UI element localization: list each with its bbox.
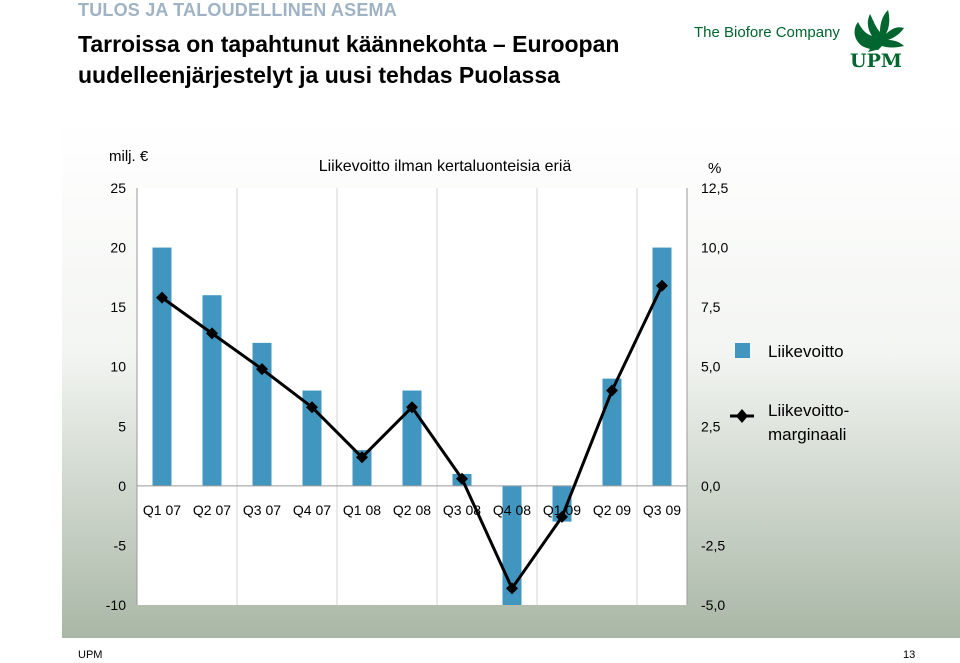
x-tick-label: Q4 08 (493, 502, 531, 518)
bar (552, 485, 572, 522)
legend-label-marginaali-2: marginaali (768, 425, 846, 444)
left-tick-label: 0 (118, 478, 126, 494)
footer-company: UPM (78, 649, 103, 661)
legend-label-marginaali-1: Liikevoitto- (768, 401, 849, 420)
legend-label-liikevoitto: Liikevoitto (768, 342, 844, 361)
bar (252, 342, 272, 486)
margin-point (506, 582, 518, 595)
margin-point (456, 472, 468, 485)
company-tagline: The Biofore Company (694, 24, 840, 41)
legend-bar-swatch (735, 343, 750, 358)
vertical-gridlines (236, 188, 638, 605)
right-tick-label: -5,0 (701, 597, 725, 613)
right-tick-label: 12,5 (701, 180, 728, 196)
slide-title-line-1: Tarroissa on tapahtunut käännekohta – Eu… (78, 31, 620, 57)
margin-point (156, 291, 168, 304)
margin-point (556, 510, 568, 523)
x-tick-label: Q3 07 (243, 502, 281, 518)
left-tick-label: 10 (110, 359, 126, 375)
x-tick-label: Q2 09 (593, 502, 631, 518)
bar (152, 247, 172, 486)
margin-point (356, 451, 368, 464)
bar-series (152, 247, 672, 605)
right-tick-label: 7,5 (701, 299, 721, 315)
left-tick-label: -5 (114, 537, 127, 553)
left-tick-label: 15 (110, 299, 126, 315)
left-tick-label: -10 (106, 597, 126, 613)
x-tick-label: Q3 08 (443, 502, 481, 518)
x-tick-label: Q2 07 (193, 502, 231, 518)
right-axis-unit: % (708, 160, 721, 177)
slide-title: Tarroissa on tapahtunut käännekohta – Eu… (78, 29, 619, 91)
bar (652, 247, 672, 486)
bar (302, 390, 322, 486)
margin-point (606, 384, 618, 397)
bar (352, 450, 372, 486)
axes (136, 188, 688, 605)
left-axis-ticks: 25 20 15 10 5 0 -5 -10 (106, 180, 126, 613)
x-tick-label: Q1 09 (543, 502, 581, 518)
x-tick-label: Q2 08 (393, 502, 431, 518)
x-tick-label: Q1 08 (343, 502, 381, 518)
margin-point (206, 327, 218, 340)
margin-point (656, 279, 668, 292)
upm-logo-text: UPM (850, 50, 902, 72)
margin-point (306, 401, 318, 414)
slide-title-line-2: uudelleenjärjestelyt ja uusi tehdas Puol… (78, 62, 560, 88)
margin-point (406, 401, 418, 414)
chart-title: Liikevoitto ilman kertaluonteisia eriä (319, 158, 572, 175)
x-tick-label: Q4 07 (293, 502, 331, 518)
page-number: 13 (903, 649, 916, 661)
x-axis-ticks: Q1 07 Q2 07 Q3 07 Q4 07 Q1 08 Q2 08 Q3 08 Q4 08… (143, 502, 681, 518)
right-tick-label: 10,0 (701, 240, 728, 256)
legend: Liikevoitto Liikevoitto- marginaali (730, 342, 849, 444)
right-axis-ticks: 12,5 10,0 7,5 5,0 2,5 0,0 -2,5 -5,0 (701, 180, 728, 613)
griffin-logo-icon (854, 10, 904, 52)
right-tick-label: 0,0 (701, 478, 721, 494)
left-tick-label: 20 (110, 240, 126, 256)
bar (202, 295, 222, 486)
right-tick-label: 2,5 (701, 418, 721, 434)
legend-diamond-marker (736, 409, 748, 423)
left-tick-label: 25 (110, 180, 126, 196)
left-axis-unit: milj. € (109, 148, 149, 165)
section-kicker: TULOS JA TALOUDELLINEN ASEMA (78, 0, 397, 20)
right-tick-label: -2,5 (701, 537, 725, 553)
margin-point (256, 363, 268, 376)
line-series (156, 279, 668, 595)
right-tick-label: 5,0 (701, 359, 721, 375)
x-tick-label: Q1 07 (143, 502, 181, 518)
x-tick-label: Q3 09 (643, 502, 681, 518)
left-tick-label: 5 (118, 418, 126, 434)
